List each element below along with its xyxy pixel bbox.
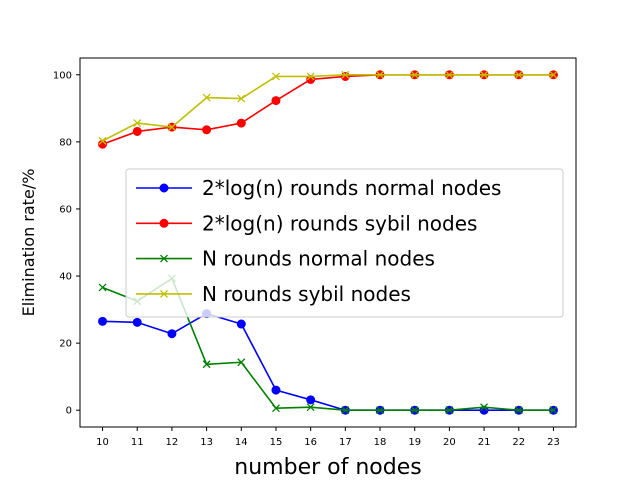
legend: 2*log(n) rounds normal nodes 2*log(n) rou…	[125, 168, 564, 318]
data-point	[341, 406, 350, 415]
legend-label: N rounds sybil nodes	[202, 282, 411, 306]
x-tick-label: 18	[374, 437, 387, 448]
y-tick-label: 60	[59, 204, 72, 215]
data-point	[132, 126, 142, 136]
data-point	[133, 119, 142, 128]
x-tick-label: 21	[478, 437, 491, 448]
y-tick-label: 20	[59, 339, 72, 350]
data-point	[98, 283, 107, 292]
data-point	[340, 71, 350, 81]
legend-label: 2*log(n) rounds normal nodes	[202, 176, 501, 200]
series-line	[102, 73, 554, 142]
data-point	[479, 405, 489, 415]
legend-box	[125, 168, 564, 318]
x-axis-label: number of nodes	[234, 455, 421, 480]
data-point	[549, 70, 558, 79]
data-point	[271, 385, 281, 395]
legend-entry: 2*log(n) rounds sybil nodes	[136, 211, 477, 235]
series-layer	[98, 70, 558, 415]
data-point	[376, 70, 384, 79]
data-point	[480, 70, 489, 79]
x-tick-label: 17	[339, 437, 352, 448]
x-tick-label: 14	[235, 437, 248, 448]
series-line	[102, 312, 554, 412]
y-tick-label: 80	[59, 137, 72, 148]
legend-marker	[159, 218, 169, 228]
ticks-layer: 10 11 12 13 14 15 16 17 18 19 20 21 22 23 0 20 40 60 80 100	[53, 70, 560, 448]
x-tick-label: 19	[408, 437, 421, 448]
data-point	[514, 70, 523, 79]
plot-frame	[79, 57, 577, 428]
data-point	[202, 93, 211, 102]
legend-marker	[160, 254, 168, 263]
data-point	[306, 395, 316, 405]
x-tick-label: 22	[512, 437, 525, 448]
data-point	[514, 406, 523, 415]
data-point	[167, 329, 177, 339]
x-tick-label: 12	[166, 437, 179, 448]
data-point	[202, 125, 212, 135]
data-point	[306, 403, 315, 412]
legend-label: 2*log(n) rounds sybil nodes	[202, 211, 477, 235]
data-point	[410, 406, 419, 415]
x-tick-label: 10	[96, 437, 109, 448]
x-tick-label: 11	[131, 437, 144, 448]
legend-entry: N rounds sybil nodes	[136, 282, 411, 306]
data-point	[306, 72, 315, 81]
data-point	[410, 70, 419, 79]
data-point	[376, 406, 384, 415]
data-point	[549, 406, 558, 415]
data-point	[236, 118, 246, 128]
data-point	[272, 72, 280, 81]
legend-entry: N rounds normal nodes	[136, 247, 435, 271]
data-point	[132, 317, 142, 327]
data-point	[167, 123, 176, 132]
legend-marker	[159, 183, 169, 193]
y-axis-label: Elimination rate/%	[19, 169, 38, 317]
y-tick-label: 100	[53, 70, 72, 81]
x-tick-label: 16	[304, 437, 317, 448]
data-point	[445, 406, 454, 415]
legend-entry: 2*log(n) rounds normal nodes	[136, 176, 501, 200]
data-point	[98, 316, 108, 326]
data-point	[480, 403, 489, 412]
x-tick-label: 13	[200, 437, 213, 448]
x-tick-label: 15	[270, 437, 283, 448]
series-4	[98, 70, 558, 145]
data-point	[341, 70, 350, 79]
data-point	[445, 70, 454, 79]
y-tick-label: 40	[59, 272, 72, 283]
x-tick-label: 20	[443, 437, 456, 448]
data-point	[271, 96, 281, 106]
data-point	[98, 136, 107, 145]
data-point	[236, 319, 246, 329]
y-tick-label: 0	[66, 406, 72, 417]
legend-label: N rounds normal nodes	[202, 247, 435, 271]
data-point	[272, 404, 280, 413]
data-point	[306, 74, 316, 84]
legend-marker	[160, 289, 168, 298]
x-tick-label: 23	[547, 437, 560, 448]
data-point	[237, 358, 246, 367]
data-point	[202, 360, 211, 369]
data-point	[237, 94, 246, 103]
